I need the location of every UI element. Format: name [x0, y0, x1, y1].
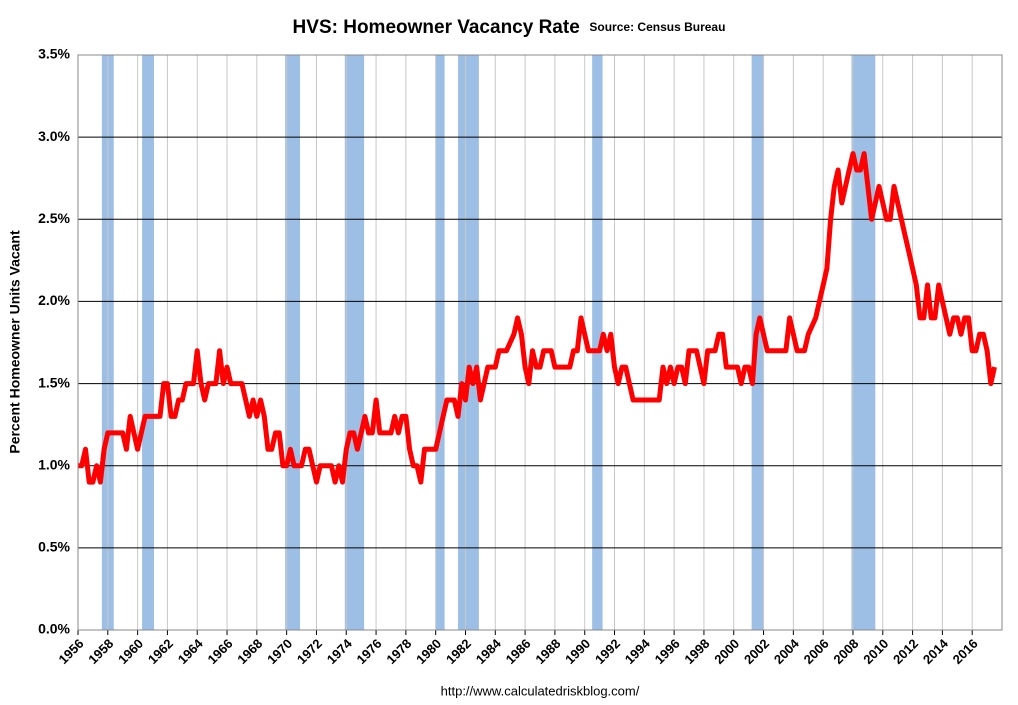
recession-band	[344, 55, 365, 630]
chart-title: HVS: Homeowner Vacancy Rate	[293, 17, 580, 38]
plot-background	[78, 55, 1002, 630]
recession-band	[435, 55, 445, 630]
y-tick-label: 0.5%	[38, 539, 70, 555]
y-tick-label: 3.5%	[38, 46, 70, 62]
recession-band	[592, 55, 603, 630]
y-tick-label: 2.0%	[38, 292, 70, 308]
recession-band	[458, 55, 479, 630]
plot-border	[77, 54, 1003, 631]
y-tick-label: 1.0%	[38, 456, 70, 472]
y-tick-label: 3.0%	[38, 128, 70, 144]
recession-band	[851, 55, 876, 630]
data-line	[78, 151, 997, 485]
footer: http://www.calculatedriskblog.com/	[441, 683, 640, 698]
plot-area: 1956195819601962196419661968197019721974…	[38, 46, 1003, 667]
recession-band	[285, 55, 301, 630]
chart-heading: HVS: Homeowner Vacancy Rate Source: Cens…	[293, 17, 726, 38]
y-axis-label: Percent Homeowner Units Vacant	[7, 230, 23, 454]
y-tick-label: 1.5%	[38, 374, 70, 390]
y-tick-label: 2.5%	[38, 210, 70, 226]
chart-subtitle: Source: Census Bureau	[589, 20, 725, 34]
y-tick-label: 0.0%	[38, 621, 70, 637]
recession-band	[142, 55, 155, 630]
